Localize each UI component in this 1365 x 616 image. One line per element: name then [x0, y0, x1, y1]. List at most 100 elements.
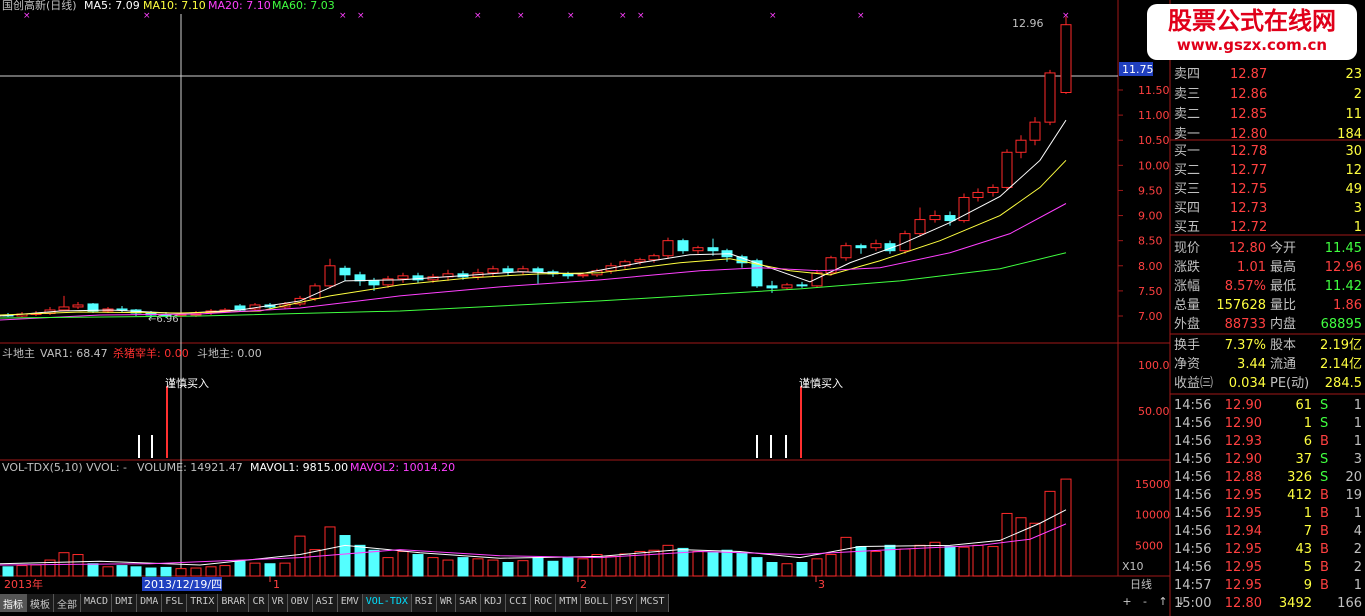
stat-label: 外盘 [1174, 316, 1200, 332]
ask-label: 卖三 [1174, 87, 1200, 102]
tick-price: 12.80 [1225, 596, 1262, 611]
candle-body [825, 257, 837, 274]
tick-side: B [1320, 488, 1329, 503]
stat-value: 284.5 [1325, 376, 1362, 391]
ma20-line [0, 203, 1067, 321]
signal-text: 谨慎买入 [165, 376, 209, 390]
tab-mcst[interactable]: MCST [637, 594, 669, 612]
tick-price: 12.93 [1225, 434, 1262, 449]
candle-body [1001, 151, 1013, 188]
volume-bar [605, 555, 617, 577]
signal-marker: × [143, 11, 151, 21]
tick-price: 12.95 [1225, 506, 1262, 521]
volume-bar [249, 562, 261, 577]
volume-bar [354, 544, 366, 577]
signal-marker: × [567, 11, 575, 21]
tab-macd[interactable]: MACD [81, 594, 113, 612]
stat-label: 现价 [1174, 241, 1200, 256]
watermark-line2: www.gszx.com.cn [1176, 36, 1328, 54]
tab-cci[interactable]: CCI [506, 594, 532, 612]
tick-price: 12.90 [1225, 398, 1262, 413]
tab-vol-tdx[interactable]: VOL-TDX [362, 594, 412, 612]
volume-bar [677, 547, 689, 577]
candle-body [116, 308, 128, 311]
tick-time: 14:56 [1174, 416, 1211, 431]
tab-模板[interactable]: 模板 [27, 594, 54, 612]
stat-label: 换手 [1174, 338, 1200, 353]
volume-bar [591, 554, 603, 577]
tick-volume: 37 [1295, 452, 1312, 467]
ma20-label: MA20: 7.10 [208, 0, 271, 12]
tab-wr[interactable]: WR [436, 594, 457, 612]
tick-price: 12.95 [1225, 542, 1262, 557]
volume-bar [914, 544, 926, 577]
candle-body [634, 259, 646, 263]
volume-bar [87, 563, 99, 577]
volume-title: VOL-TDX(5,10) VVOL: - [2, 461, 127, 474]
tab-fsl[interactable]: FSL [162, 594, 188, 612]
price-label: 9.00 [1138, 210, 1163, 223]
volume-bar [958, 546, 970, 577]
indicator-name: 斗地主 [2, 347, 35, 360]
tick-volume: 5 [1304, 560, 1312, 575]
volume-bar [339, 535, 351, 577]
ask-price: 12.85 [1230, 107, 1267, 122]
signal-marker: × [339, 11, 347, 21]
tab-roc[interactable]: ROC [531, 594, 557, 612]
tab-cr[interactable]: CR [249, 594, 269, 612]
candle-body [677, 240, 689, 252]
tab-kdj[interactable]: KDJ [481, 594, 507, 612]
tab-全部[interactable]: 全部 [54, 594, 81, 612]
nav-button[interactable]: + [1122, 595, 1132, 608]
tick-volume: 3492 [1279, 596, 1312, 611]
tick-time: 14:56 [1174, 470, 1211, 485]
tab-rsi[interactable]: RSI [411, 594, 437, 612]
volume-bar [457, 557, 469, 577]
tab-boll[interactable]: BOLL [581, 594, 613, 612]
tab-sar[interactable]: SAR [456, 594, 482, 612]
tab-brar[interactable]: BRAR [218, 594, 250, 612]
tab-asi[interactable]: ASI [312, 594, 338, 612]
tab-obv[interactable]: OBV [287, 594, 313, 612]
tick-count: 1 [1354, 578, 1362, 593]
nav-button[interactable]: - [1143, 595, 1147, 608]
tick-count: 3 [1354, 452, 1362, 467]
tab-psy[interactable]: PSY [612, 594, 638, 612]
volume-bar [1060, 478, 1072, 577]
volume-bar [1001, 512, 1013, 577]
tab-vr[interactable]: VR [268, 594, 288, 612]
stat-label: 收益㈢ [1174, 376, 1213, 391]
candle-body [884, 243, 896, 252]
tick-price: 12.90 [1225, 416, 1262, 431]
tab-指标[interactable]: 指标 [0, 594, 27, 612]
indicator-sell-label: 杀猪宰羊: 0.00 [113, 346, 189, 360]
tick-volume: 1 [1304, 506, 1312, 521]
tick-side: S [1320, 398, 1328, 413]
price-label: 11.00 [1138, 109, 1170, 122]
tab-mtm[interactable]: MTM [556, 594, 582, 612]
tab-dmi[interactable]: DMI [112, 594, 138, 612]
tab-trix[interactable]: TRIX [187, 594, 219, 612]
stat-value: 68895 [1321, 317, 1362, 332]
ask-label: 卖一 [1174, 127, 1200, 142]
stat-value: 7.37% [1225, 338, 1266, 353]
tick-time: 14:56 [1174, 560, 1211, 575]
tab-dma[interactable]: DMA [137, 594, 163, 612]
nav-button[interactable]: ↓ [1176, 595, 1186, 608]
tick-side: B [1320, 434, 1329, 449]
indicator-tab-bar: 指标 模板 全部 MACD DMI DMA FSL TRIX BRAR CR VR OBV ASI EMV… [0, 594, 700, 612]
nav-buttons: + - ↑ ↓ [1118, 594, 1190, 610]
tab-emv[interactable]: EMV [337, 594, 363, 612]
candle-body [487, 268, 499, 274]
volume-bar [562, 557, 574, 577]
tick-count: 2 [1354, 542, 1362, 557]
bid-volume: 49 [1345, 182, 1362, 197]
volume-bar [175, 568, 187, 577]
ma5-label: MA5: 7.09 [84, 0, 140, 12]
nav-button[interactable]: ↑ [1158, 595, 1168, 608]
price-label: 10.50 [1138, 134, 1170, 147]
date-month-2: 2 [580, 578, 587, 591]
tick-price: 12.95 [1225, 578, 1262, 593]
volume-bar [721, 549, 733, 577]
